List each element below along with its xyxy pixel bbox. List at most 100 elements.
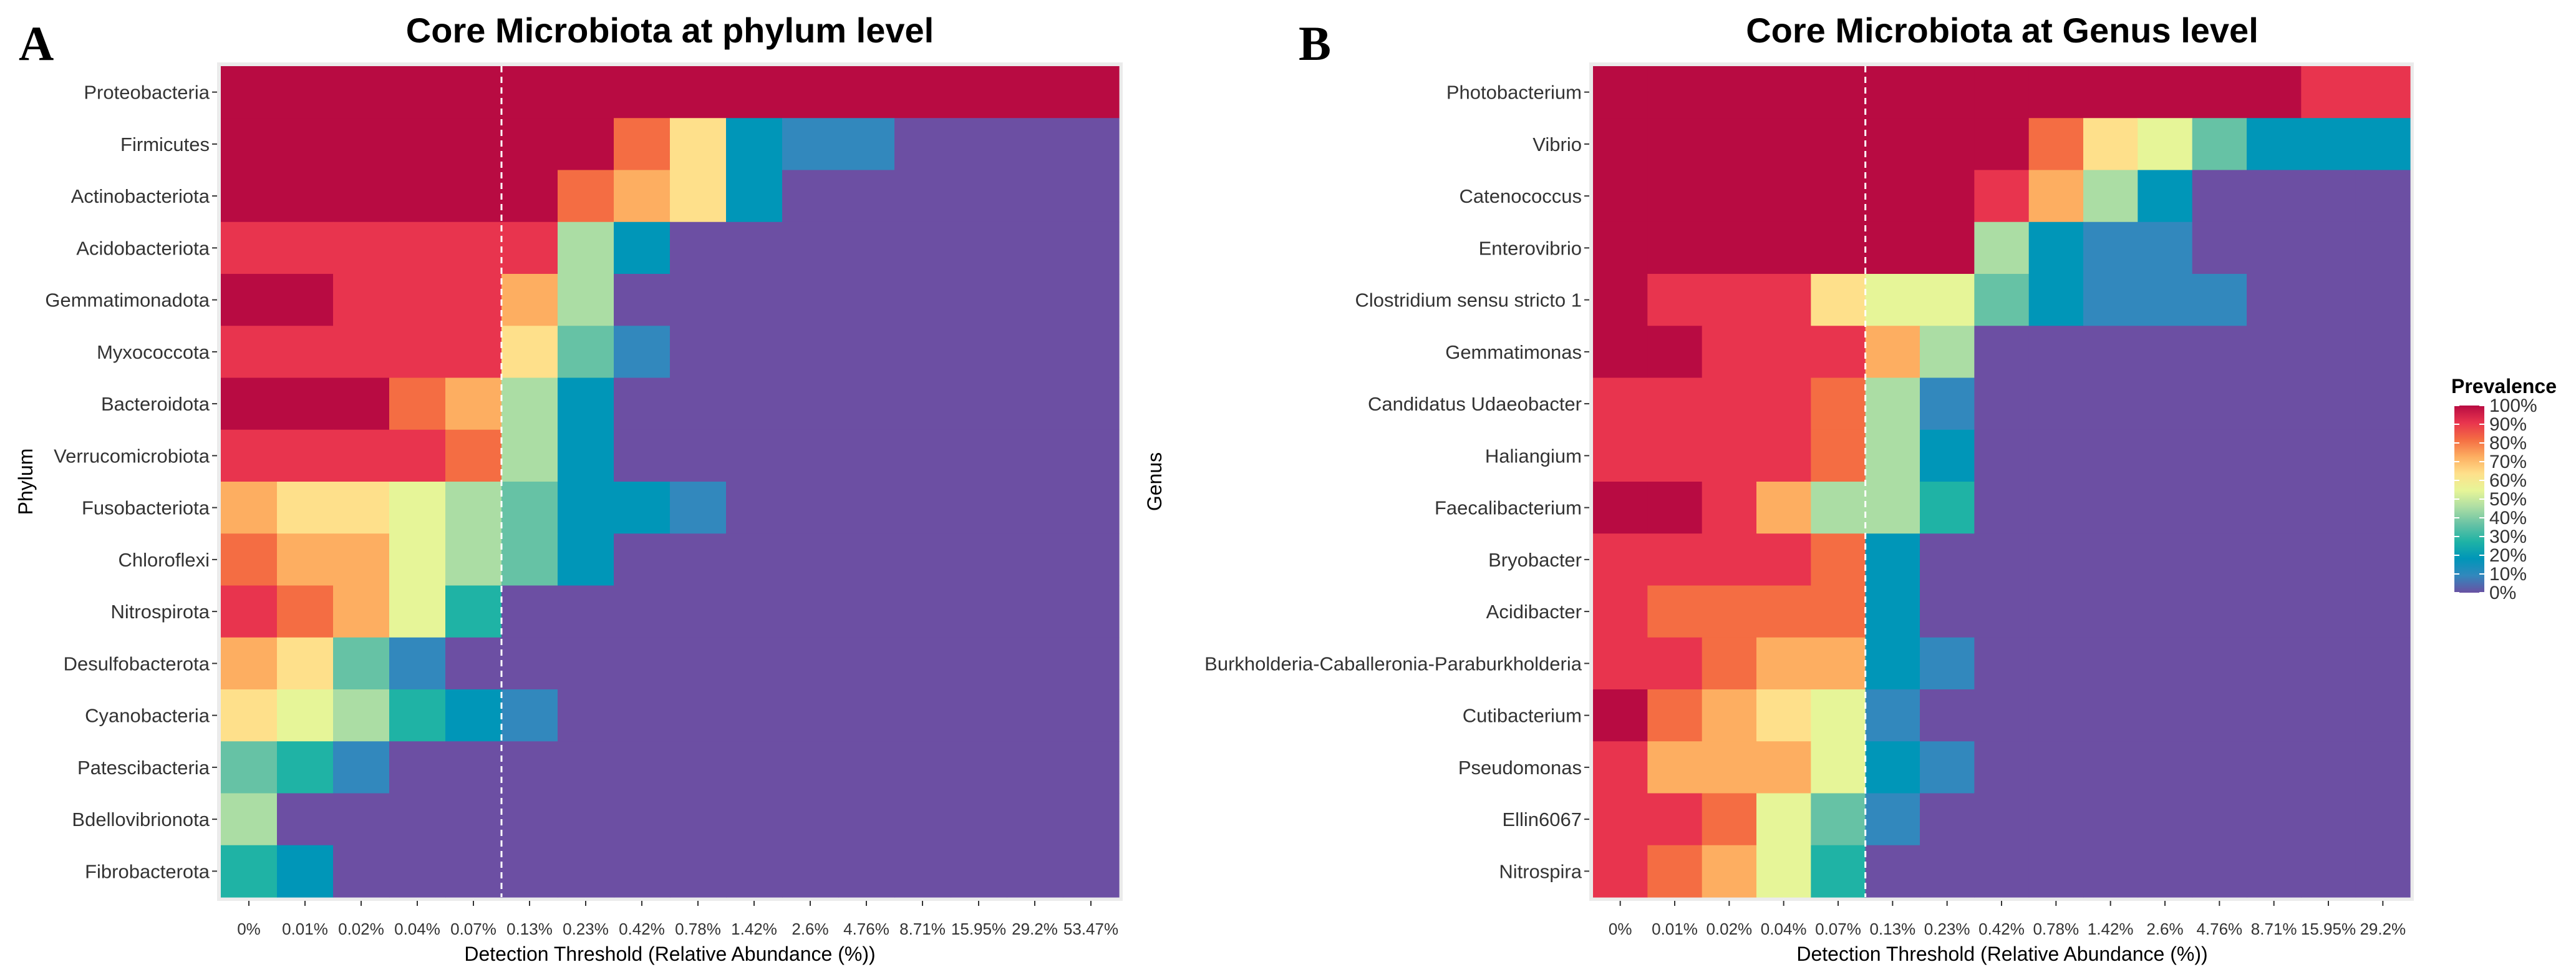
xtick-label: 0.13%	[506, 920, 553, 938]
heatmap-cell	[894, 741, 951, 794]
heatmap-cell	[501, 845, 558, 898]
heatmap-cell	[614, 377, 671, 430]
heatmap-cell	[614, 637, 671, 690]
heatmap-cell	[1063, 793, 1120, 846]
heatmap-cell	[1702, 377, 1757, 430]
heatmap-cell	[333, 274, 390, 326]
heatmap-cell	[2301, 482, 2356, 534]
heatmap-cell	[838, 274, 895, 326]
xtick-label: 15.95%	[951, 920, 1006, 938]
heatmap-cell	[614, 689, 671, 742]
heatmap-cell	[1007, 66, 1063, 119]
heatmap-cell	[277, 793, 334, 846]
heatmap-cell	[445, 689, 502, 742]
heatmap-cell	[1865, 741, 1920, 794]
heatmap-cell	[221, 793, 278, 846]
heatmap-cell	[1756, 585, 1811, 638]
heatmap-cell	[2247, 793, 2302, 846]
heatmap-cell	[2028, 845, 2084, 898]
heatmap-cell	[1007, 482, 1063, 534]
heatmap-cell	[1974, 533, 2030, 586]
heatmap-cell	[894, 221, 951, 275]
ytick-label-pseudomonas: Pseudomonas	[1458, 757, 1582, 779]
heatmap-cell	[614, 533, 671, 586]
heatmap-cell	[445, 221, 502, 275]
heatmap-cell	[670, 482, 727, 534]
heatmap-cell	[1702, 221, 1757, 275]
heatmap-cell	[670, 66, 727, 119]
heatmap-cell	[221, 118, 278, 171]
heatmap-cell	[445, 429, 502, 482]
heatmap-cell	[221, 533, 278, 586]
heatmap-cell	[1702, 689, 1757, 742]
xtick-label: 0.07%	[1815, 920, 1861, 938]
heatmap-cell	[1007, 274, 1063, 326]
heatmap-cell	[1920, 326, 1975, 379]
heatmap-cell	[277, 326, 334, 379]
heatmap-cell	[1702, 585, 1757, 638]
heatmap-cell	[389, 118, 446, 171]
heatmap-cell	[2247, 66, 2302, 119]
heatmap-cell	[1920, 221, 1975, 275]
heatmap-cell	[1647, 118, 1703, 171]
heatmap-cell	[838, 637, 895, 690]
heatmap-cell	[1702, 429, 1757, 482]
heatmap-cell	[2083, 221, 2138, 275]
heatmap-cell	[333, 689, 390, 742]
heatmap-cell	[2355, 429, 2411, 482]
heatmap-cell	[1647, 793, 1703, 846]
heatmap-cell	[894, 118, 951, 171]
heatmap-cell	[1593, 741, 1648, 794]
heatmap-cell	[1063, 429, 1120, 482]
heatmap-cell	[2192, 741, 2247, 794]
heatmap-cell	[1865, 637, 1920, 690]
heatmap-cell	[782, 689, 839, 742]
heatmap-panel-b: Photobacterium Vibrio Catenococcus Enterovi…	[1143, 11, 2414, 965]
heatmap-cell	[2083, 118, 2138, 171]
heatmap-cell	[1865, 274, 1920, 326]
heatmap-cell	[782, 429, 839, 482]
heatmap-cell	[1920, 585, 1975, 638]
heatmap-cell	[2301, 689, 2356, 742]
heatmap-cell	[1974, 585, 2030, 638]
heatmap-cell	[1063, 741, 1120, 794]
heatmap-cell	[558, 741, 614, 794]
panel-label: B	[1299, 16, 1331, 70]
heatmap-cell	[1593, 221, 1648, 275]
prevalence-legend: Prevalence100%90%80%70%60%50%40%30%20%10…	[2451, 375, 2557, 603]
heatmap-cell	[1811, 689, 1866, 742]
ytick-label-bacteroidota: Bacteroidota	[101, 393, 210, 415]
heatmap-cell	[1920, 533, 1975, 586]
legend-tick-label: 10%	[2489, 564, 2527, 585]
heatmap-cell	[333, 429, 390, 482]
heatmap-cell	[2083, 741, 2138, 794]
heatmap-cell	[1756, 170, 1811, 223]
heatmap-cell	[1920, 429, 1975, 482]
heatmap-cell	[1811, 845, 1866, 898]
heatmap-cell	[2355, 170, 2411, 223]
heatmap-cell	[1593, 377, 1648, 430]
heatmap-cell	[1756, 793, 1811, 846]
heatmap-cell	[726, 637, 783, 690]
heatmap-cell	[333, 637, 390, 690]
heatmap-cell	[2138, 845, 2193, 898]
heatmap-cell	[221, 637, 278, 690]
heatmap-cell	[389, 845, 446, 898]
heatmap-cell	[782, 585, 839, 638]
heatmap-cell	[782, 533, 839, 586]
chart-title: Core Microbiota at Genus level	[1746, 11, 2259, 50]
xtick-label: 15.95%	[2301, 920, 2356, 938]
heatmap-cell	[1063, 66, 1120, 119]
y-axis-title: Phylum	[14, 449, 37, 515]
xtick-label: 0.78%	[2033, 920, 2079, 938]
heatmap-cell	[333, 585, 390, 638]
ytick-label-acidobacteriota: Acidobacteriota	[76, 237, 210, 259]
heatmap-cell	[445, 533, 502, 586]
heatmap-cell	[726, 482, 783, 534]
heatmap-cell	[2083, 533, 2138, 586]
heatmap-cell	[501, 326, 558, 379]
heatmap-cell	[389, 533, 446, 586]
heatmap-cell	[558, 326, 614, 379]
heatmap-cell	[1811, 377, 1866, 430]
